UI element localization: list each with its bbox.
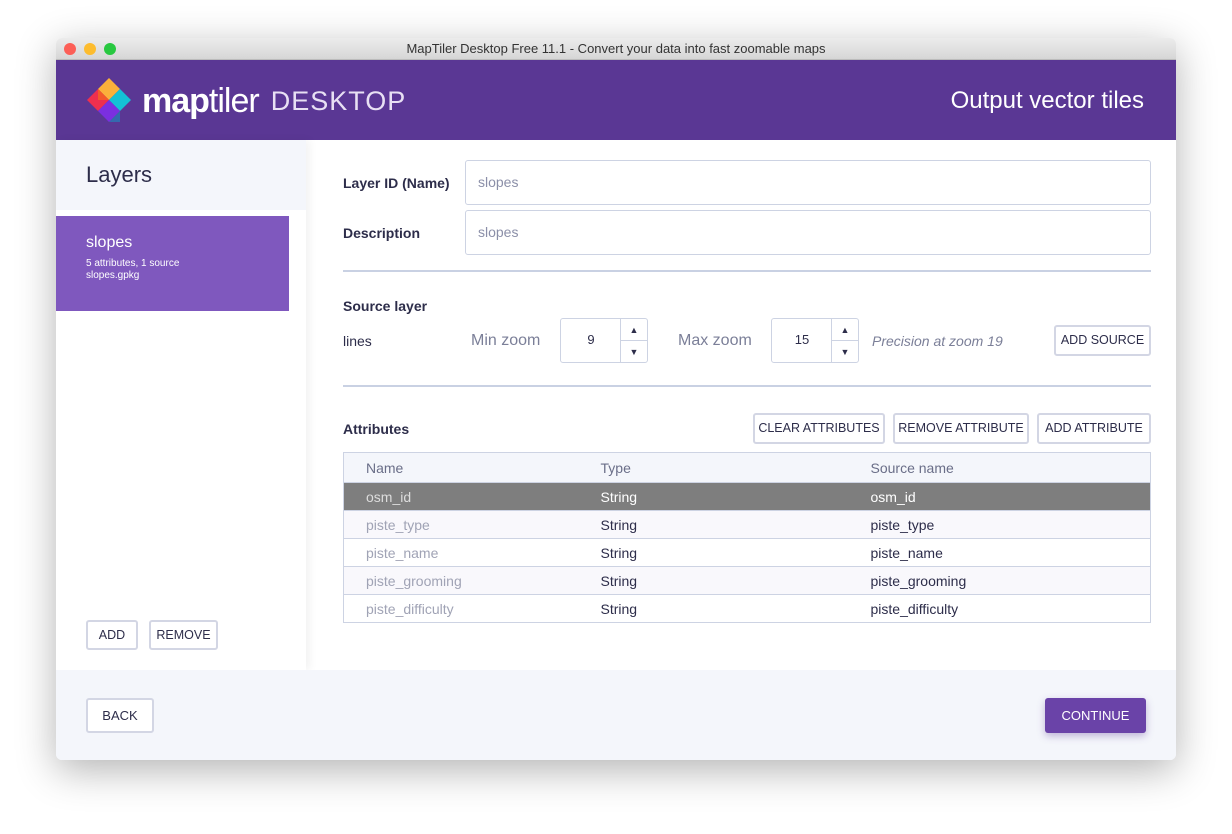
close-window-button[interactable] bbox=[64, 43, 76, 55]
layer-name: slopes bbox=[86, 234, 133, 251]
sidebar-title: Layers bbox=[56, 140, 306, 210]
maptiler-logo-icon bbox=[87, 78, 131, 122]
remove-attribute-button[interactable]: REMOVE ATTRIBUTE bbox=[893, 413, 1029, 444]
layer-id-label: Layer ID (Name) bbox=[343, 175, 450, 191]
increment-icon[interactable]: ▲ bbox=[831, 319, 858, 341]
column-header-name[interactable]: Name bbox=[343, 452, 601, 483]
cell-source-name: piste_grooming bbox=[870, 566, 1151, 595]
layer-item-slopes[interactable]: slopes 5 attributes, 1 source slopes.gpk… bbox=[56, 216, 289, 311]
attributes-label: Attributes bbox=[343, 421, 410, 437]
maximize-window-button[interactable] bbox=[104, 43, 116, 55]
maptiler-logo: maptiler DESKTOP bbox=[86, 76, 406, 126]
table-header: Name Type Source name bbox=[343, 452, 1151, 483]
add-source-button[interactable]: ADD SOURCE bbox=[1054, 325, 1151, 356]
attributes-table: Name Type Source name osm_id String osm_id… bbox=[343, 452, 1151, 623]
cell-source-name: osm_id bbox=[870, 482, 1151, 511]
title-bar: MapTiler Desktop Free 11.1 - Convert you… bbox=[56, 38, 1176, 60]
layer-summary: 5 attributes, 1 source bbox=[86, 258, 180, 269]
cell-name: piste_type bbox=[343, 510, 601, 539]
max-zoom-label: Max zoom bbox=[678, 332, 752, 349]
page-title: Output vector tiles bbox=[950, 87, 1144, 114]
column-header-source-name[interactable]: Source name bbox=[870, 452, 1151, 483]
table-row[interactable]: piste_grooming String piste_grooming bbox=[343, 566, 1151, 595]
footer: BACK CONTINUE bbox=[56, 670, 1176, 760]
app-header: maptiler DESKTOP Output vector tiles bbox=[56, 60, 1176, 140]
continue-button[interactable]: CONTINUE bbox=[1045, 698, 1146, 733]
min-zoom-value: 9 bbox=[587, 332, 595, 347]
logo-text-tiler: tiler bbox=[208, 81, 260, 120]
max-zoom-value: 15 bbox=[794, 332, 810, 347]
window-title: MapTiler Desktop Free 11.1 - Convert you… bbox=[406, 41, 826, 56]
cell-source-name: piste_name bbox=[870, 538, 1151, 567]
table-row[interactable]: piste_name String piste_name bbox=[343, 538, 1151, 567]
cell-name: piste_difficulty bbox=[343, 594, 601, 623]
divider bbox=[343, 270, 1151, 272]
layers-sidebar: Layers slopes 5 attributes, 1 source slo… bbox=[56, 140, 306, 670]
cell-type: String bbox=[600, 482, 871, 511]
decrement-icon[interactable]: ▼ bbox=[831, 341, 858, 363]
logo-text-map: map bbox=[142, 81, 210, 120]
clear-attributes-button[interactable]: CLEAR ATTRIBUTES bbox=[753, 413, 885, 444]
column-header-type[interactable]: Type bbox=[600, 452, 871, 483]
description-input[interactable]: slopes bbox=[465, 210, 1151, 255]
table-row[interactable]: osm_id String osm_id bbox=[343, 482, 1151, 511]
precision-text: Precision at zoom 19 bbox=[872, 333, 1003, 349]
add-attribute-button[interactable]: ADD ATTRIBUTE bbox=[1037, 413, 1151, 444]
table-row[interactable]: piste_type String piste_type bbox=[343, 510, 1151, 539]
cell-name: osm_id bbox=[343, 482, 601, 511]
cell-name: piste_name bbox=[343, 538, 601, 567]
layer-id-input[interactable]: slopes bbox=[465, 160, 1151, 205]
decrement-icon[interactable]: ▼ bbox=[620, 341, 647, 363]
divider bbox=[343, 385, 1151, 387]
min-zoom-stepper[interactable]: 9 ▲ ▼ bbox=[560, 318, 648, 363]
layer-file: slopes.gpkg bbox=[86, 270, 140, 281]
cell-type: String bbox=[600, 594, 871, 623]
increment-icon[interactable]: ▲ bbox=[620, 319, 647, 341]
source-layer-label: Source layer bbox=[343, 298, 428, 314]
source-name: lines bbox=[343, 333, 372, 349]
add-layer-button[interactable]: ADD bbox=[86, 620, 138, 650]
logo-product: DESKTOP bbox=[270, 85, 407, 116]
cell-source-name: piste_difficulty bbox=[870, 594, 1151, 623]
cell-source-name: piste_type bbox=[870, 510, 1151, 539]
remove-layer-button[interactable]: REMOVE bbox=[149, 620, 218, 650]
description-label: Description bbox=[343, 225, 421, 241]
cell-type: String bbox=[600, 566, 871, 595]
cell-type: String bbox=[600, 510, 871, 539]
minimize-window-button[interactable] bbox=[84, 43, 96, 55]
table-row[interactable]: piste_difficulty String piste_difficulty bbox=[343, 594, 1151, 623]
cell-name: piste_grooming bbox=[343, 566, 601, 595]
max-zoom-stepper[interactable]: 15 ▲ ▼ bbox=[771, 318, 859, 363]
min-zoom-label: Min zoom bbox=[471, 332, 541, 349]
back-button[interactable]: BACK bbox=[86, 698, 154, 733]
app-window: MapTiler Desktop Free 11.1 - Convert you… bbox=[56, 38, 1176, 760]
cell-type: String bbox=[600, 538, 871, 567]
